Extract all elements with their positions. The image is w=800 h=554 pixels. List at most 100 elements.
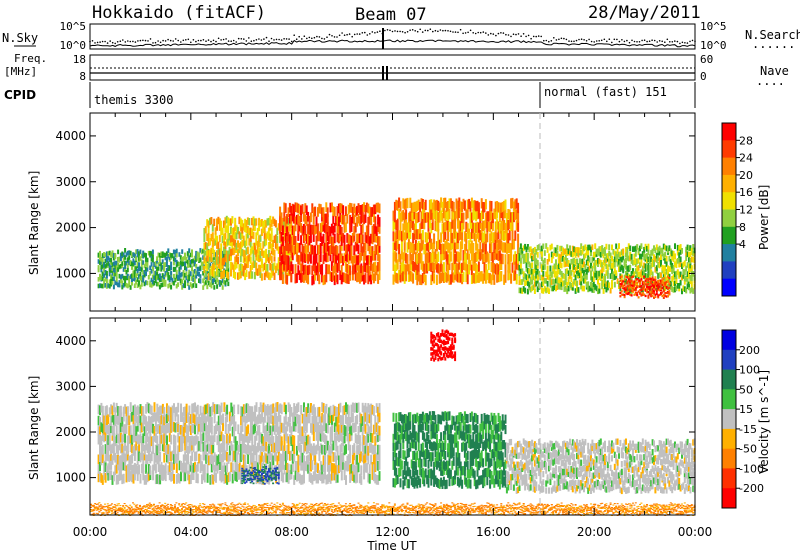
heatmap-cell <box>571 251 574 258</box>
heatmap-cell <box>657 294 660 297</box>
heatmap-cell <box>660 289 662 292</box>
heatmap-cell <box>100 283 103 289</box>
heatmap-cell <box>608 244 611 250</box>
heatmap-cell <box>583 277 585 284</box>
heatmap-cell <box>349 265 352 276</box>
heatmap-cell <box>650 280 653 283</box>
heatmap-cell <box>251 480 254 483</box>
heatmap-cell <box>475 211 478 222</box>
heatmap-cell <box>570 276 573 282</box>
heatmap-cell <box>323 213 326 224</box>
heatmap-cell <box>189 474 192 484</box>
heatmap-cell <box>161 259 164 264</box>
heatmap-cell <box>293 411 296 422</box>
heatmap-cell <box>206 403 209 414</box>
heatmap-cell <box>138 256 140 261</box>
heatmap-cell <box>643 254 646 261</box>
heatmap-band <box>279 202 381 286</box>
heatmap-cell <box>258 434 261 444</box>
heatmap-cell <box>232 227 235 235</box>
heatmap-cell <box>114 465 117 475</box>
heatmap-cell <box>662 265 665 272</box>
heatmap-cell <box>427 229 430 240</box>
heatmap-cell <box>398 243 401 255</box>
heatmap-cell <box>181 412 184 422</box>
heatmap-cell <box>322 207 325 217</box>
heatmap-cell <box>122 445 125 456</box>
heatmap-cell <box>319 204 322 214</box>
nsearch-point <box>255 39 258 41</box>
heatmap-cell <box>279 206 282 217</box>
heatmap-cell <box>625 270 627 277</box>
heatmap-cell <box>267 478 270 481</box>
heatmap-cell <box>354 433 357 443</box>
heatmap-cell <box>399 222 402 233</box>
heatmap-cell <box>273 254 276 262</box>
heatmap-cell <box>543 264 546 270</box>
heatmap-cell <box>650 282 653 285</box>
heatmap-cell <box>374 204 377 215</box>
heatmap-cell <box>133 253 136 258</box>
heatmap-cell <box>683 279 686 285</box>
heatmap-cell <box>314 415 317 425</box>
heatmap-cell <box>151 274 154 280</box>
heatmap-cell <box>604 277 606 284</box>
heatmap-cell <box>346 431 349 442</box>
heatmap-cell <box>279 262 282 272</box>
heatmap-cell <box>477 232 480 243</box>
heatmap-cell <box>274 473 277 476</box>
heatmap-cell <box>248 238 251 246</box>
heatmap-cell <box>174 277 177 283</box>
heatmap-cell <box>557 263 560 270</box>
heatmap-cell <box>590 250 592 257</box>
heatmap-cell <box>129 250 132 256</box>
nsearch-point <box>336 36 338 38</box>
heatmap-cell <box>189 462 192 472</box>
heatmap-cell <box>121 251 124 257</box>
heatmap-cell <box>640 285 643 288</box>
heatmap-cell <box>216 268 218 276</box>
heatmap-cell <box>336 416 339 427</box>
heatmap-cell <box>223 246 225 254</box>
heatmap-cell <box>648 293 651 296</box>
heatmap-cell <box>543 257 546 264</box>
heatmap-cell <box>312 274 315 285</box>
heatmap-cell <box>153 402 156 412</box>
heatmap-cell <box>640 278 643 281</box>
heatmap-cell <box>435 274 438 285</box>
heatmap-cell <box>374 473 377 484</box>
heatmap-cell <box>619 260 622 267</box>
heatmap-cell <box>591 276 594 283</box>
heatmap-cell <box>433 238 436 249</box>
heatmap-cell <box>324 469 326 480</box>
heatmap-cell <box>424 243 427 255</box>
heatmap-cell <box>263 471 266 473</box>
nsearch-point <box>298 35 301 38</box>
y-tick-label: 4000 <box>55 129 86 143</box>
heatmap-cell <box>619 283 622 286</box>
heatmap-cell <box>540 287 543 294</box>
heatmap-cell <box>378 270 381 280</box>
nsearch-point <box>512 33 515 35</box>
heatmap-cell <box>242 404 245 414</box>
heatmap-cell <box>105 444 108 454</box>
heatmap-cell <box>378 217 381 227</box>
heatmap-cell <box>222 442 224 453</box>
heatmap-cell <box>149 265 152 271</box>
heatmap-cell <box>654 256 657 262</box>
heatmap-cell <box>182 417 185 427</box>
heatmap-cell <box>363 435 366 445</box>
heatmap-cell <box>477 261 480 272</box>
heatmap-cell <box>399 253 402 265</box>
heatmap-cell <box>242 443 245 454</box>
heatmap-cell <box>676 249 679 256</box>
heatmap-cell <box>160 434 163 444</box>
heatmap-cell <box>358 473 361 484</box>
heatmap-cell <box>351 256 354 266</box>
heatmap-cell <box>132 433 135 443</box>
heatmap-cell <box>103 415 106 426</box>
heatmap-cell <box>219 405 222 416</box>
heatmap-cell <box>419 228 422 240</box>
heatmap-cell <box>476 228 479 239</box>
heatmap-cell <box>268 453 271 464</box>
